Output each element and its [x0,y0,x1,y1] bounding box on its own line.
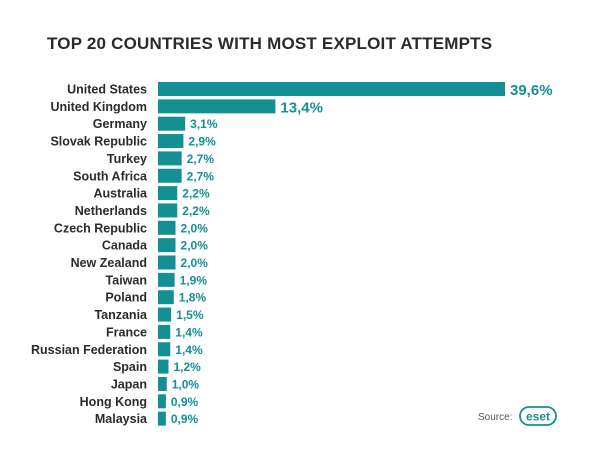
value-label: 2,0% [181,239,209,253]
bar [158,272,175,287]
bar [158,220,176,235]
bar [158,151,182,166]
category-label: United Kingdom [50,100,147,114]
bar [158,290,174,305]
value-label: 1,4% [175,343,203,357]
category-label: Tanzania [94,308,148,322]
svg-text:eset: eset [526,410,550,424]
value-label: 2,2% [182,204,210,218]
value-label: 2,0% [181,221,209,235]
value-label: 2,2% [182,187,210,201]
value-label: 1,4% [175,325,203,339]
bar [158,342,171,357]
bar [158,134,184,149]
category-label: New Zealand [71,256,147,270]
category-label: Russian Federation [31,343,147,357]
bar [158,376,167,391]
bar [158,99,276,114]
category-label: Slovak Republic [50,135,147,149]
value-label: 1,5% [176,308,204,322]
category-label: South Africa [73,169,148,183]
category-label: Canada [102,239,148,253]
bar [158,203,178,218]
value-label: 1,2% [174,360,202,374]
bar [158,116,186,131]
category-label: Poland [105,291,147,305]
bar [158,359,169,374]
value-label: 13,4% [280,99,323,116]
bar [158,307,172,322]
bar [158,324,171,339]
category-label: Turkey [107,152,147,166]
category-label: Taiwan [106,273,147,287]
category-label: United States [67,83,147,97]
bar [158,168,182,183]
category-label: Hong Kong [80,395,147,409]
bar [158,82,505,96]
category-label: France [106,325,147,339]
category-label: Japan [111,377,147,391]
value-label: 2,7% [187,169,215,183]
category-label: Australia [94,187,149,201]
eset-logo: eset [519,406,557,426]
category-label: Czech Republic [54,221,147,235]
value-label: 3,1% [190,117,218,131]
value-label: 39,6% [510,82,553,99]
bar [158,394,166,409]
category-label: Spain [113,360,147,374]
category-label: Malaysia [95,412,148,426]
value-label: 0,9% [171,412,199,426]
bar [158,255,176,270]
bar [158,238,176,253]
bar [158,411,166,426]
source-label: Source: [478,412,513,423]
category-label: Germany [93,117,147,131]
bar [158,186,178,201]
chart-title: TOP 20 COUNTRIES WITH MOST EXPLOIT ATTEM… [47,34,493,53]
value-label: 2,0% [181,256,209,270]
value-label: 1,9% [180,273,208,287]
value-label: 1,0% [172,377,200,391]
category-label: Netherlands [75,204,147,218]
value-label: 2,9% [188,135,216,149]
bars-group: United States 39,6% United Kingdom 13,4% Ger… [31,82,553,426]
value-label: 1,8% [179,291,207,305]
value-label: 2,7% [187,152,215,166]
value-label: 0,9% [171,395,199,409]
